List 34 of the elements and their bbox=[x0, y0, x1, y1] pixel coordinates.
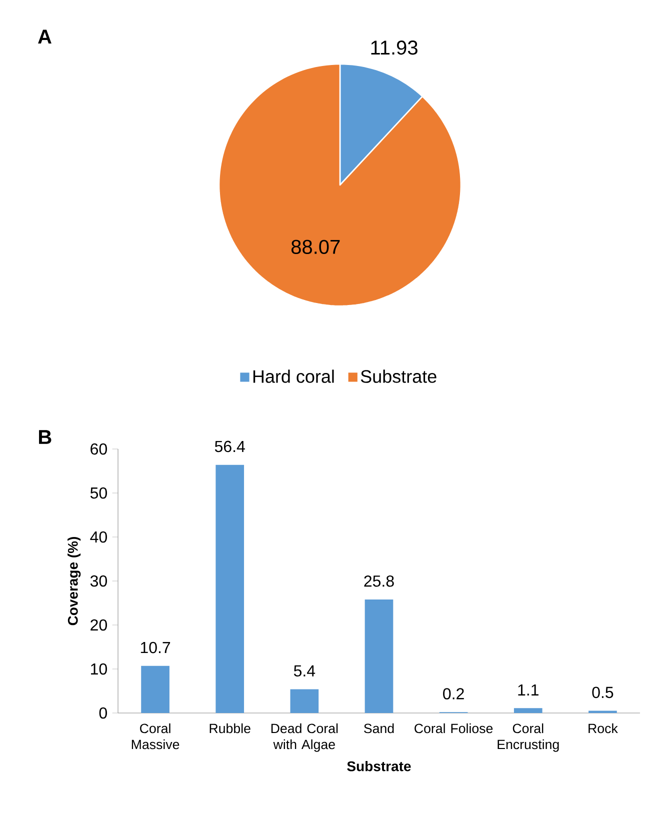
y-tick-label: 30 bbox=[90, 575, 107, 587]
data-label: 10.7 bbox=[140, 642, 170, 654]
legend-label: Substrate bbox=[360, 370, 436, 383]
data-label: 0.2 bbox=[443, 688, 464, 700]
x-tick-label: Dead Coral with Algae bbox=[271, 723, 338, 752]
x-tick-label: Rubble bbox=[210, 723, 250, 734]
y-axis-title: Coverage (%) bbox=[68, 537, 81, 626]
data-label: 56.4 bbox=[214, 440, 245, 452]
x-tick-label: Coral Foliose bbox=[414, 723, 493, 734]
y-tick-label: 40 bbox=[90, 531, 107, 543]
text: A bbox=[38, 30, 52, 44]
x-axis-title: Substrate bbox=[347, 760, 411, 772]
bar bbox=[141, 666, 170, 713]
bar bbox=[364, 599, 394, 713]
legend-label: Hard coral bbox=[253, 370, 334, 383]
data-label: 0.5 bbox=[592, 686, 614, 698]
y-tick-label: 60 bbox=[90, 443, 107, 455]
data-label: 11.93 bbox=[371, 40, 418, 55]
data-label: 88.07 bbox=[291, 240, 340, 254]
chart-title: B bbox=[39, 430, 52, 444]
bar bbox=[290, 689, 319, 713]
y-tick-label: 50 bbox=[90, 487, 107, 499]
data-label: 1.1 bbox=[518, 684, 538, 696]
x-tick-label: Sand bbox=[364, 723, 394, 734]
y-tick-label: 20 bbox=[90, 619, 107, 631]
x-tick-label: Rock bbox=[588, 723, 618, 734]
data-label: 25.8 bbox=[364, 575, 394, 587]
x-tick-label: Coral Encrusting bbox=[498, 723, 559, 752]
bar bbox=[514, 708, 542, 713]
bar bbox=[216, 464, 244, 713]
y-tick-label: 10 bbox=[91, 663, 107, 675]
data-label: 5.4 bbox=[294, 665, 316, 677]
x-tick-label: Coral Massive bbox=[132, 723, 180, 750]
y-tick-label: 0 bbox=[99, 707, 107, 719]
